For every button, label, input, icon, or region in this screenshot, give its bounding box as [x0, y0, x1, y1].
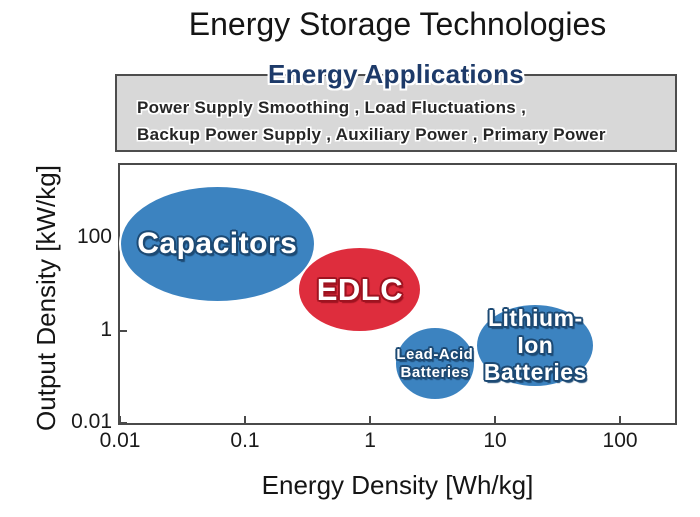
bubble-label: Lead-Acid: [396, 345, 474, 363]
bubble-lead-acid-batteries: Lead-Acid Batteries: [393, 326, 477, 402]
y-tick-label: 0.01: [71, 410, 112, 433]
energy-applications-box: Energy Applications Power Supply Smoothi…: [115, 59, 677, 152]
applications-line-1: Power Supply Smoothing , Load Fluctuatio…: [137, 98, 527, 117]
x-tick-mark: [244, 416, 247, 423]
y-tick-label: 1: [100, 317, 112, 341]
bubble-label: EDLC: [316, 271, 404, 307]
x-tick-mark: [119, 416, 121, 423]
y-axis-label: Output Density [kW/kg]: [31, 165, 61, 431]
y-tick-label: 100: [76, 225, 112, 249]
x-tick-mark: [619, 416, 622, 423]
x-tick-label: 100: [602, 429, 638, 452]
x-tick-label: 0.01: [99, 429, 141, 452]
bubble-edlc: EDLC: [297, 245, 423, 333]
bubble-label: Batteries: [483, 358, 587, 385]
x-tick-mark: [494, 416, 497, 423]
bubble-capacitors: Capacitors: [118, 184, 317, 303]
bubble-label: Lithium-Ion: [487, 304, 583, 358]
y-tick-mark: [120, 422, 127, 424]
bubble-label: Batteries: [400, 363, 470, 381]
x-tick-mark: [369, 416, 372, 423]
bubble-lithium-ion-batteries: Lithium-Ion Batteries: [475, 302, 596, 388]
bubble-label: Capacitors: [137, 226, 298, 260]
y-tick-mark: [120, 329, 127, 332]
energy-applications-text: Power Supply Smoothing , Load Fluctuatio…: [117, 76, 675, 148]
applications-line-2: Backup Power Supply , Auxiliary Power , …: [137, 125, 606, 144]
x-axis-label: Energy Density [Wh/kg]: [261, 470, 534, 500]
plot-area: 0.01 0.1 1 10 100 100 1 0.01 Capacitors EDLC Lead-…: [71, 163, 677, 452]
x-tick-label: 10: [483, 429, 507, 452]
x-tick-label: 1: [364, 429, 376, 452]
figure-title: Energy Storage Technologies: [188, 6, 607, 42]
energy-applications-heading: Energy Applications: [267, 59, 525, 89]
x-tick-label: 0.1: [230, 429, 260, 452]
